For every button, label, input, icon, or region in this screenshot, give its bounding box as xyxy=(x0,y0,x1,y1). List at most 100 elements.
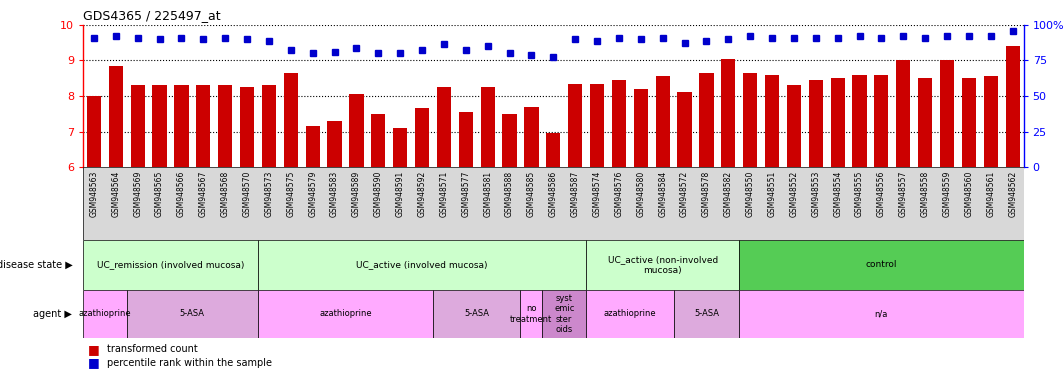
Bar xyxy=(962,78,976,167)
FancyBboxPatch shape xyxy=(83,167,1024,240)
Bar xyxy=(481,87,495,167)
Text: GSM948565: GSM948565 xyxy=(155,171,164,217)
Bar xyxy=(831,78,845,167)
Text: transformed count: transformed count xyxy=(107,344,198,354)
Bar xyxy=(983,76,998,167)
Text: agent ▶: agent ▶ xyxy=(33,309,72,319)
Text: no
treatment: no treatment xyxy=(511,304,552,324)
Bar xyxy=(634,89,648,167)
FancyBboxPatch shape xyxy=(543,290,586,338)
Text: GSM948556: GSM948556 xyxy=(877,171,886,217)
Text: GSM948592: GSM948592 xyxy=(417,171,427,217)
Text: GSM948558: GSM948558 xyxy=(920,171,930,217)
Text: UC_active (involved mucosa): UC_active (involved mucosa) xyxy=(356,260,487,270)
Bar xyxy=(152,85,167,167)
Text: GSM948557: GSM948557 xyxy=(899,171,908,217)
Text: GSM948555: GSM948555 xyxy=(855,171,864,217)
Bar xyxy=(218,85,232,167)
Bar xyxy=(786,85,801,167)
Text: azathioprine: azathioprine xyxy=(603,310,656,318)
Bar xyxy=(437,87,451,167)
Bar xyxy=(765,74,779,167)
Text: GSM948563: GSM948563 xyxy=(89,171,99,217)
Bar xyxy=(1005,46,1019,167)
Text: GSM948551: GSM948551 xyxy=(767,171,777,217)
Text: GDS4365 / 225497_at: GDS4365 / 225497_at xyxy=(83,9,220,22)
Text: GSM948553: GSM948553 xyxy=(811,171,820,217)
Text: GSM948581: GSM948581 xyxy=(483,171,493,217)
Text: GSM948583: GSM948583 xyxy=(330,171,339,217)
Text: GSM948573: GSM948573 xyxy=(265,171,273,217)
Bar xyxy=(87,96,101,167)
Bar xyxy=(546,133,561,167)
Bar xyxy=(743,73,758,167)
Bar xyxy=(502,114,517,167)
Bar xyxy=(459,112,472,167)
Text: disease state ▶: disease state ▶ xyxy=(0,260,72,270)
FancyBboxPatch shape xyxy=(83,290,127,338)
Bar xyxy=(896,61,911,167)
Text: ■: ■ xyxy=(88,356,100,369)
Bar xyxy=(918,78,932,167)
FancyBboxPatch shape xyxy=(433,290,520,338)
Bar xyxy=(328,121,342,167)
Bar xyxy=(678,93,692,167)
FancyBboxPatch shape xyxy=(739,240,1024,290)
Bar xyxy=(262,85,276,167)
FancyBboxPatch shape xyxy=(739,290,1024,338)
Text: GSM948584: GSM948584 xyxy=(659,171,667,217)
Text: GSM948554: GSM948554 xyxy=(833,171,842,217)
Text: GSM948588: GSM948588 xyxy=(505,171,514,217)
Bar xyxy=(852,74,866,167)
Bar xyxy=(809,80,822,167)
Text: UC_remission (involved mucosa): UC_remission (involved mucosa) xyxy=(97,260,244,270)
Text: ■: ■ xyxy=(88,343,100,356)
Bar xyxy=(875,74,888,167)
Text: GSM948552: GSM948552 xyxy=(789,171,798,217)
FancyBboxPatch shape xyxy=(586,290,674,338)
Text: GSM948575: GSM948575 xyxy=(286,171,296,217)
Text: GSM948560: GSM948560 xyxy=(964,171,974,217)
Bar xyxy=(612,80,626,167)
Bar xyxy=(699,73,714,167)
FancyBboxPatch shape xyxy=(83,240,257,290)
Text: GSM948566: GSM948566 xyxy=(177,171,186,217)
Text: n/a: n/a xyxy=(875,310,888,318)
Bar xyxy=(589,84,604,167)
Text: GSM948579: GSM948579 xyxy=(309,171,317,217)
Bar xyxy=(131,85,145,167)
Text: UC_active (non-involved
mucosa): UC_active (non-involved mucosa) xyxy=(608,255,718,275)
Text: GSM948585: GSM948585 xyxy=(527,171,536,217)
Bar xyxy=(568,84,582,167)
Text: GSM948568: GSM948568 xyxy=(220,171,230,217)
Text: GSM948587: GSM948587 xyxy=(570,171,580,217)
Bar xyxy=(525,107,538,167)
Bar xyxy=(174,85,188,167)
Bar xyxy=(721,59,735,167)
Text: control: control xyxy=(866,260,897,270)
Text: syst
emic
ster
oids: syst emic ster oids xyxy=(554,294,575,334)
Bar xyxy=(349,94,364,167)
Text: GSM948589: GSM948589 xyxy=(352,171,361,217)
Bar xyxy=(393,128,408,167)
Text: GSM948582: GSM948582 xyxy=(724,171,733,217)
Text: GSM948567: GSM948567 xyxy=(199,171,207,217)
Bar xyxy=(655,76,669,167)
Text: GSM948562: GSM948562 xyxy=(1008,171,1017,217)
FancyBboxPatch shape xyxy=(674,290,739,338)
Text: GSM948590: GSM948590 xyxy=(373,171,383,217)
Bar xyxy=(305,126,320,167)
Text: GSM948550: GSM948550 xyxy=(746,171,754,217)
Text: GSM948561: GSM948561 xyxy=(986,171,995,217)
Text: GSM948574: GSM948574 xyxy=(593,171,601,217)
Text: GSM948571: GSM948571 xyxy=(439,171,448,217)
Text: GSM948570: GSM948570 xyxy=(243,171,251,217)
Text: GSM948572: GSM948572 xyxy=(680,171,689,217)
Text: GSM948591: GSM948591 xyxy=(396,171,404,217)
Text: GSM948564: GSM948564 xyxy=(112,171,120,217)
Bar xyxy=(371,114,385,167)
Text: 5-ASA: 5-ASA xyxy=(180,310,205,318)
Bar xyxy=(240,87,254,167)
Text: percentile rank within the sample: percentile rank within the sample xyxy=(107,358,272,368)
Bar xyxy=(940,61,954,167)
